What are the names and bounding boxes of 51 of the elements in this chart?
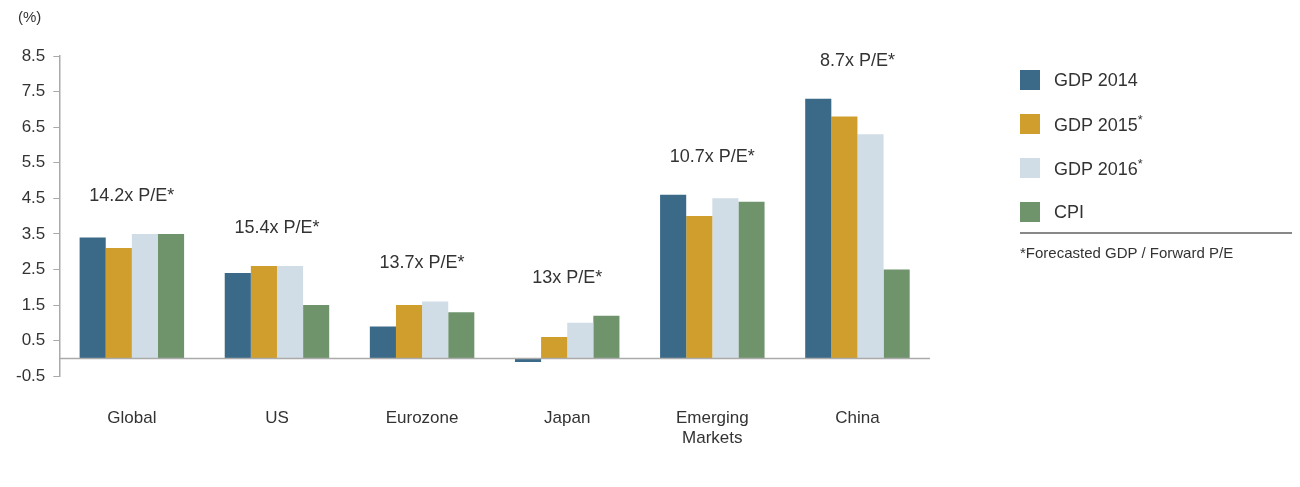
bar [131,233,158,359]
x-tick-label: Japan [544,408,591,428]
legend-label: CPI [1054,201,1085,223]
bar [79,237,106,359]
x-tick-label: Global [107,408,157,428]
bar [157,233,185,359]
bar [831,116,858,359]
y-tick-label: 2.5 [21,259,46,279]
bar [369,326,396,359]
y-tick-label: 1.5 [21,294,46,314]
x-tick-label: China [835,408,881,428]
annotation: 10.7x P/E* [669,145,755,166]
y-tick-label: 8.5 [21,45,46,65]
bar [567,322,594,359]
bar [738,201,765,359]
bar [883,269,910,359]
text: *Forecasted GDP / Forward P/E [1020,244,1235,261]
legend-label: GDP 2015$^{*}$ [1054,112,1143,136]
bar [805,98,832,359]
bar [686,216,713,359]
bar [448,312,475,359]
x-tick-label: Emerging Markets [675,408,749,448]
bar [250,265,277,359]
x-tick-label: US [265,408,289,428]
y-tick-label: 4.5 [21,188,46,207]
bar [303,305,330,359]
bar [541,337,568,359]
bar [422,301,449,359]
annotation: 13.7x P/E* [379,252,465,273]
x-tick-label: Eurozone [385,408,459,428]
bar [395,305,423,359]
bar [105,248,132,359]
bar [712,198,739,359]
bar [660,194,687,359]
y-tick-label: 3.5 [21,223,46,243]
annotation: 8.7x P/E* [819,49,895,70]
bar [224,273,251,359]
bar [593,315,620,359]
legend-label: GDP 2014 [1054,69,1138,91]
y-axis-title: (%) [18,8,42,26]
y-tick-label: -0.5 [16,365,46,385]
y-tick-label: 5.5 [21,152,46,172]
y-tick-label: 0.5 [21,330,46,350]
y-tick-label: 7.5 [21,81,46,101]
legend-label: GDP 2016$^{*}$ [1054,156,1143,180]
annotation: 13x P/E* [532,266,603,287]
y-tick-label: 6.5 [21,116,46,136]
bar [857,134,884,359]
annotation: 15.4x P/E* [234,216,320,237]
annotation: 14.2x P/E* [89,184,175,205]
bar [276,265,304,359]
